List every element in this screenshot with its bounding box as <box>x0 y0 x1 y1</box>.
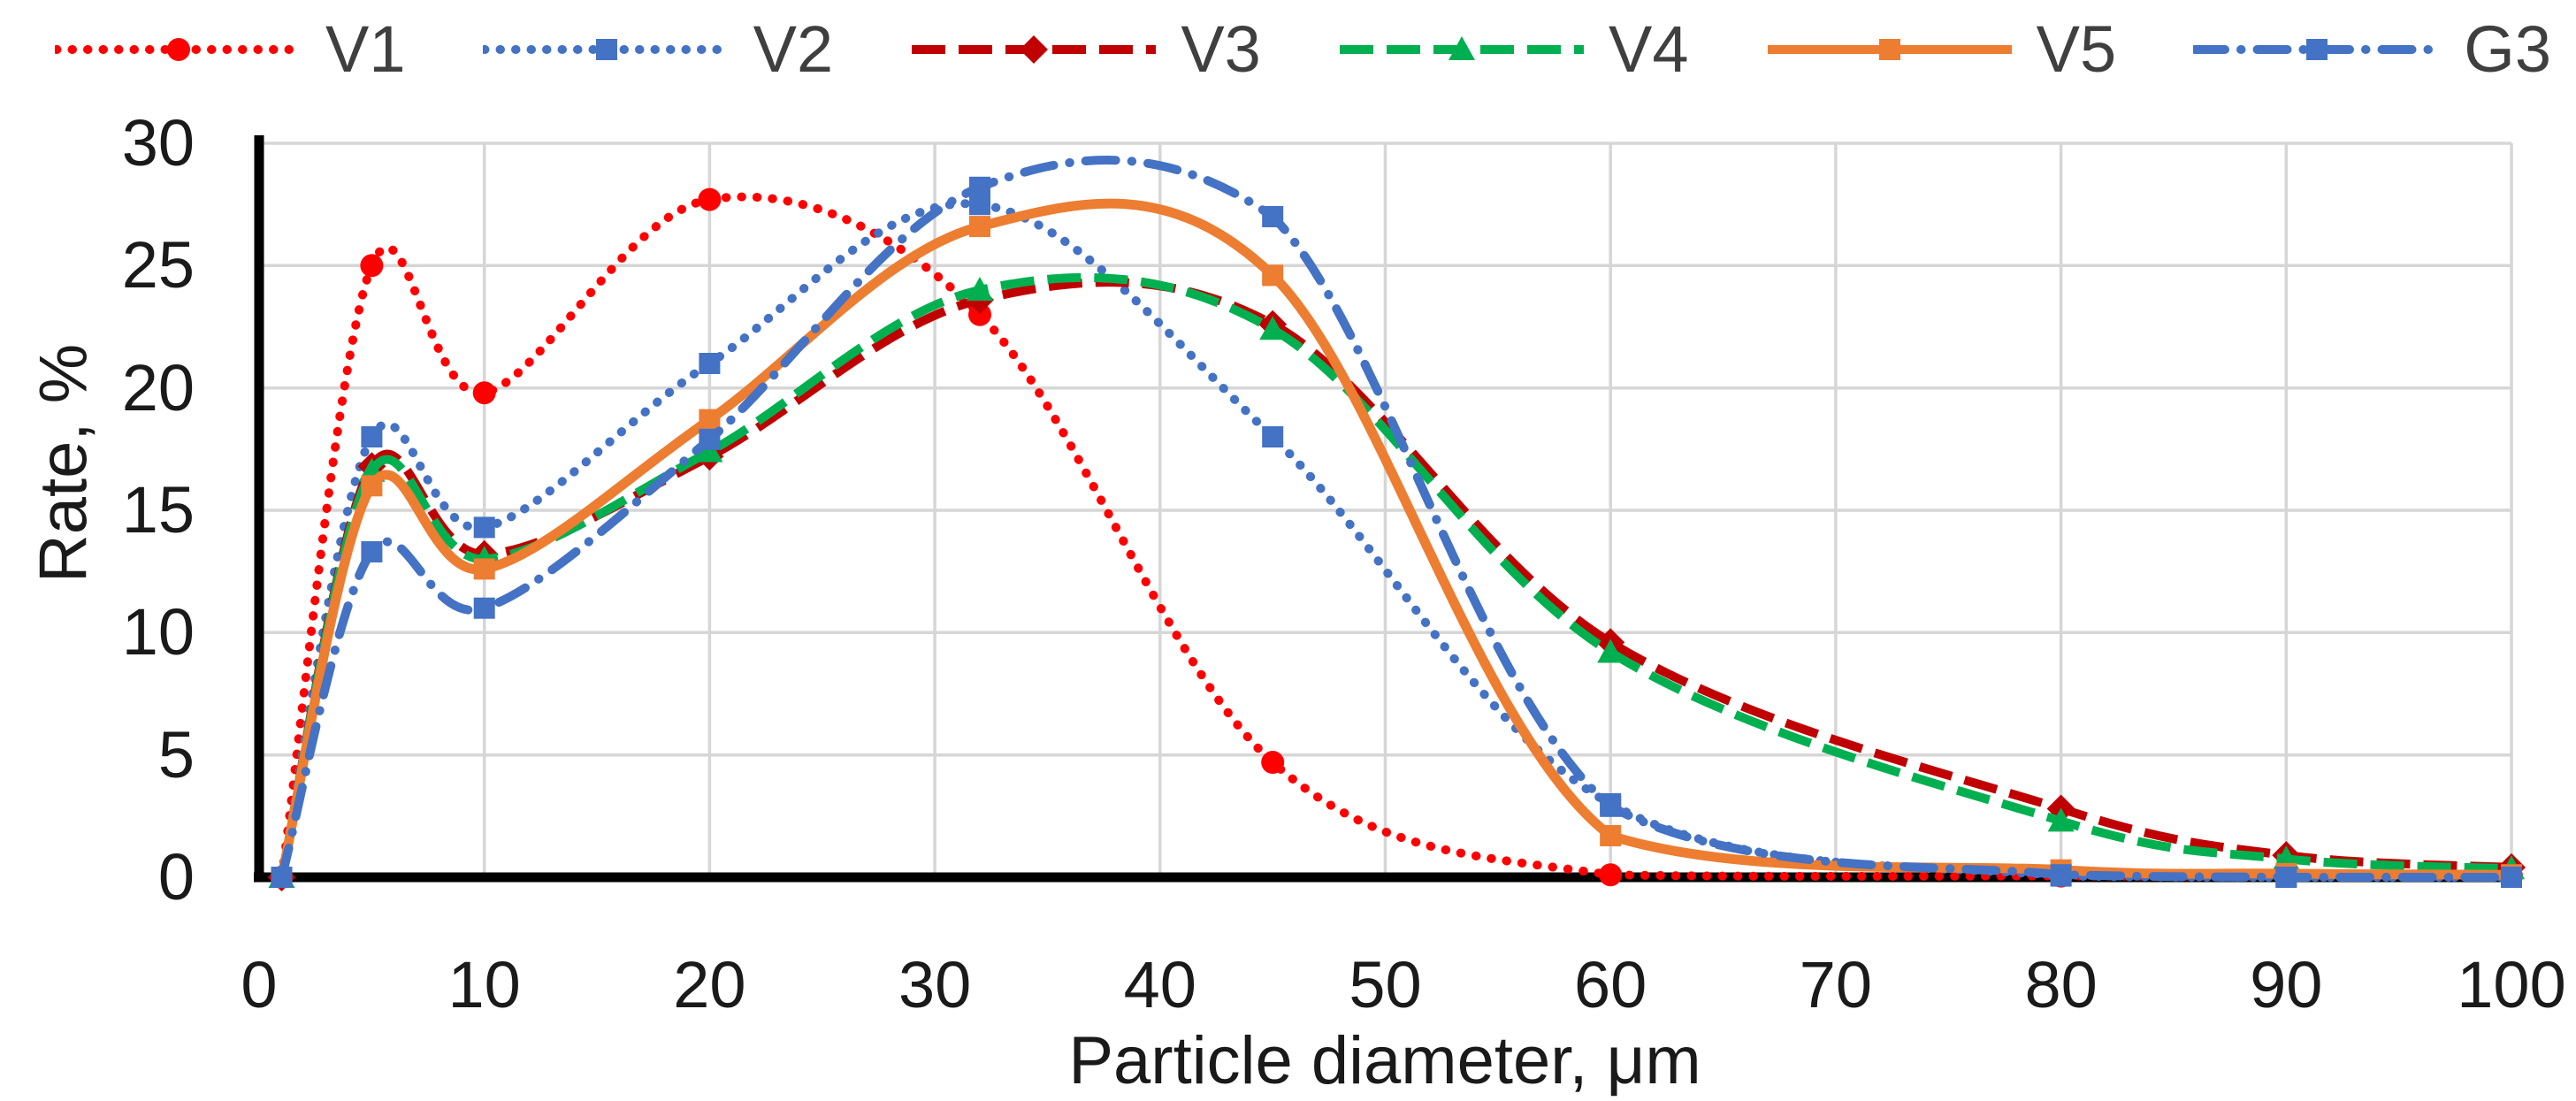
x-tick-70: 70 <box>1799 948 1873 1021</box>
x-tick-50: 50 <box>1349 948 1422 1021</box>
legend-item-V5: V5 <box>1766 10 2117 89</box>
y-tick-15: 15 <box>121 473 195 547</box>
legend-swatch-V1 <box>55 38 302 61</box>
series-V1-line <box>277 192 2516 882</box>
x-tick-100: 100 <box>2457 948 2566 1021</box>
y-tick-25: 25 <box>121 228 195 302</box>
x-tick-10: 10 <box>447 948 521 1021</box>
legend-marker-square-icon <box>595 39 617 60</box>
gridlines <box>259 141 2513 877</box>
y-tick-30: 30 <box>121 106 195 180</box>
legend-item-V3: V3 <box>910 10 1261 89</box>
legend-marker-circle-icon <box>167 38 190 61</box>
series-V3-line <box>277 278 2512 879</box>
legend-marker-square-icon <box>2306 39 2328 60</box>
legend-label-G3: G3 <box>2464 12 2551 86</box>
series-V5-line <box>277 198 2512 880</box>
series-V2-markers <box>271 194 2522 888</box>
series-V1-markers <box>270 187 2523 889</box>
legend-swatch-G3 <box>2193 39 2442 60</box>
legend-swatch-V3 <box>912 35 1157 64</box>
series-V4-line <box>277 272 2512 879</box>
legend-item-G3: G3 <box>2193 10 2551 89</box>
legend-marker-square-icon <box>1878 39 1900 60</box>
legend-label-V4: V4 <box>1608 12 1689 86</box>
x-tick-40: 40 <box>1123 948 1196 1021</box>
legend-swatch-V4 <box>1339 36 1584 60</box>
series-G3-line <box>277 156 2516 882</box>
y-tick-0: 0 <box>157 840 195 914</box>
series-V2-line <box>277 199 2516 882</box>
x-tick-30: 30 <box>898 948 972 1021</box>
legend-item-V2: V2 <box>482 10 834 89</box>
y-tick-10: 10 <box>121 595 195 669</box>
x-axis-title: Particle diameter, μm <box>1068 1023 1701 1098</box>
series-V5-markers <box>271 216 2522 888</box>
legend-marker-diamond-icon <box>1020 35 1049 64</box>
legend-item-V4: V4 <box>1338 10 1689 89</box>
x-tick-80: 80 <box>2024 948 2098 1021</box>
legend-label-V3: V3 <box>1181 12 1261 86</box>
x-tick-90: 90 <box>2250 948 2323 1021</box>
y-tick-20: 20 <box>121 350 195 424</box>
legend-label-V2: V2 <box>753 12 834 86</box>
legend: V1 V2 V3 V4 V5 G3 <box>55 5 2551 94</box>
legend-swatch-V5 <box>1767 39 2012 60</box>
x-tick-60: 60 <box>1574 948 1647 1021</box>
x-tick-20: 20 <box>673 948 746 1021</box>
x-tick-0: 0 <box>241 948 278 1021</box>
y-tick-5: 5 <box>157 717 195 791</box>
legend-marker-triangle-icon <box>1448 36 1475 60</box>
legend-item-V1: V1 <box>55 10 406 89</box>
legend-swatch-V2 <box>482 39 730 60</box>
legend-label-V1: V1 <box>325 12 406 86</box>
series-G3-markers <box>271 176 2522 888</box>
legend-label-V5: V5 <box>2036 12 2117 86</box>
